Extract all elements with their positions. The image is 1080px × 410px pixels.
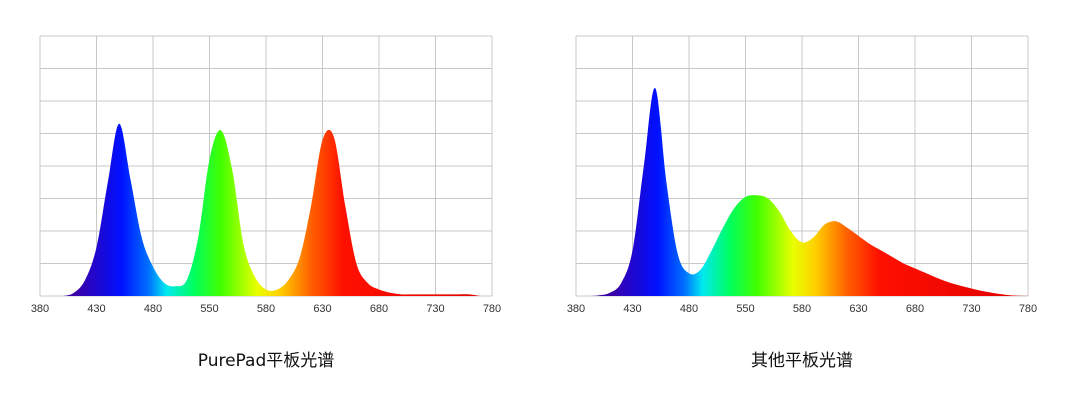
x-tick-label: 680	[906, 303, 924, 315]
x-tick-label: 380	[567, 303, 585, 315]
spectrum-area	[40, 123, 492, 296]
x-tick-label: 730	[426, 303, 444, 315]
x-tick-label: 580	[257, 303, 275, 315]
x-tick-label: 630	[313, 303, 331, 315]
chart-caption: PurePad平板光谱	[198, 351, 335, 371]
spectrum-area	[576, 87, 1028, 296]
x-tick-label: 380	[31, 303, 49, 315]
x-tick-label: 630	[849, 303, 867, 315]
x-tick-label: 780	[1019, 303, 1037, 315]
x-tick-label: 550	[200, 303, 218, 315]
x-tick-label: 780	[483, 303, 501, 315]
x-tick-label: 550	[736, 303, 754, 315]
x-tick-label: 730	[962, 303, 980, 315]
x-tick-label: 430	[623, 303, 641, 315]
chart-caption: 其他平板光谱	[751, 351, 853, 371]
x-tick-label: 480	[680, 303, 698, 315]
x-tick-label: 680	[370, 303, 388, 315]
x-tick-label: 430	[87, 303, 105, 315]
x-tick-label: 480	[144, 303, 162, 315]
x-tick-label: 580	[793, 303, 811, 315]
